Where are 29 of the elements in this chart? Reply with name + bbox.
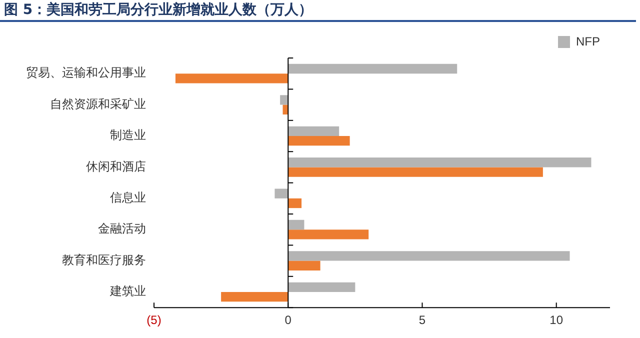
bar xyxy=(274,188,288,198)
y-tick-label: 贸易、运输和公用事业 xyxy=(26,66,146,80)
y-tick-label: 教育和医疗服务 xyxy=(62,252,146,267)
x-tick-label: 0 xyxy=(284,313,292,328)
x-tick-label: (5) xyxy=(146,313,162,328)
bar xyxy=(288,64,458,74)
x-tick-label: 10 xyxy=(550,313,564,328)
y-tick-label: 金融活动 xyxy=(98,222,146,236)
y-tick-label: 自然资源和采矿业 xyxy=(50,96,146,111)
bar xyxy=(288,230,369,240)
bar xyxy=(288,136,350,146)
bar xyxy=(280,95,288,105)
y-tick-label: 建筑业 xyxy=(109,284,146,298)
x-tick-label: 5 xyxy=(418,313,426,328)
bar xyxy=(288,260,320,270)
bar xyxy=(288,158,592,168)
chart-title: 图 5：美国和劳工局分行业新增就业人数（万人） xyxy=(0,0,636,22)
bar xyxy=(288,282,356,292)
bar xyxy=(221,292,288,302)
bar xyxy=(288,251,570,261)
y-tick-label: 信息业 xyxy=(110,190,146,205)
bar xyxy=(175,74,288,84)
y-tick-label: 休闲和酒店 xyxy=(86,159,146,174)
y-tick-label: 制造业 xyxy=(110,128,146,142)
bar xyxy=(288,220,304,230)
legend-label: NFP xyxy=(576,34,600,48)
bar xyxy=(288,198,302,208)
bar xyxy=(288,126,340,136)
bar xyxy=(288,167,543,177)
